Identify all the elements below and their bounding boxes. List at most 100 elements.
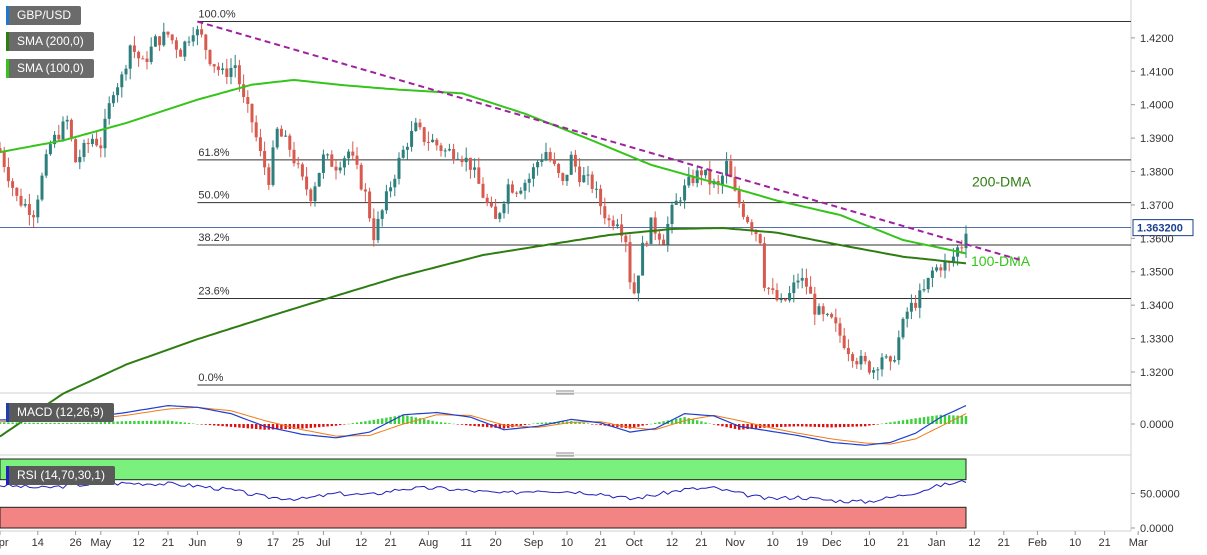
legend-sma-200-swatch bbox=[6, 32, 9, 51]
candle-body bbox=[103, 118, 107, 149]
macd-histogram-bar bbox=[704, 422, 707, 424]
macd-histogram-bar bbox=[259, 424, 262, 430]
date-tick-label: 11 bbox=[460, 537, 471, 549]
macd-histogram-bar bbox=[427, 419, 430, 424]
macd-histogram-bar bbox=[906, 419, 909, 424]
candle-body bbox=[19, 195, 23, 206]
candle-body bbox=[506, 184, 510, 204]
macd-histogram-bar bbox=[271, 424, 275, 430]
macd-histogram-bar bbox=[893, 421, 896, 424]
macd-histogram-bar bbox=[246, 424, 249, 429]
candle-body bbox=[582, 175, 586, 183]
candle-body bbox=[846, 347, 850, 355]
macd-histogram-bar bbox=[843, 424, 846, 428]
candle-body bbox=[15, 187, 19, 196]
date-tick-label: 25 bbox=[292, 537, 304, 549]
candle-body bbox=[153, 36, 157, 47]
macd-histogram-bar bbox=[330, 424, 333, 427]
macd-histogram-bar bbox=[200, 424, 203, 425]
macd-histogram-bar bbox=[95, 422, 98, 424]
macd-histogram-bar bbox=[183, 422, 186, 424]
macd-histogram-bar bbox=[364, 421, 367, 424]
macd-histogram-bar bbox=[276, 424, 279, 430]
macd-histogram-bar bbox=[465, 424, 468, 426]
macd-histogram-bar bbox=[880, 423, 884, 425]
macd-histogram-bar bbox=[641, 424, 644, 426]
candle-body bbox=[170, 34, 174, 41]
candle-body bbox=[351, 151, 355, 156]
legend-rsi-swatch bbox=[6, 466, 9, 485]
date-tick-label: Apr bbox=[0, 537, 9, 549]
macd-histogram-bar bbox=[116, 421, 119, 424]
candle-body bbox=[2, 151, 6, 168]
candle-body bbox=[275, 128, 279, 148]
legend-symbol[interactable]: GBP/USD bbox=[6, 6, 82, 25]
macd-histogram-bar bbox=[137, 420, 140, 424]
candle-body bbox=[40, 175, 44, 200]
candle-body bbox=[573, 154, 577, 167]
macd-histogram-bar bbox=[712, 424, 716, 425]
candle-body bbox=[267, 167, 271, 185]
date-tick-label: 26 bbox=[69, 537, 81, 549]
macd-histogram-bar bbox=[864, 424, 867, 427]
legend-sma-200[interactable]: SMA (200,0) bbox=[6, 32, 94, 51]
legend-macd[interactable]: MACD (12,26,9) bbox=[6, 403, 114, 422]
date-tick-label: Dec bbox=[822, 537, 842, 549]
candle-body bbox=[78, 156, 82, 163]
macd-histogram-bar bbox=[7, 422, 10, 424]
macd-histogram-bar bbox=[582, 422, 585, 424]
macd-histogram-bar bbox=[910, 418, 913, 424]
candle-body bbox=[242, 84, 246, 98]
candle-body bbox=[69, 119, 73, 140]
candle-body bbox=[48, 144, 52, 155]
candle-body bbox=[393, 178, 397, 188]
macd-histogram-bar bbox=[784, 424, 787, 427]
macd-histogram-bar bbox=[393, 416, 396, 424]
macd-histogram-bar bbox=[486, 424, 489, 428]
legend-rsi[interactable]: RSI (14,70,30,1) bbox=[6, 466, 116, 485]
date-tick-label: 10 bbox=[863, 537, 875, 549]
candle-body bbox=[326, 154, 330, 156]
date-tick-label: 12 bbox=[355, 537, 367, 549]
macd-histogram-bar bbox=[53, 422, 56, 424]
macd-histogram-bar bbox=[402, 414, 405, 424]
candle-body bbox=[733, 177, 737, 191]
macd-histogram-bar bbox=[574, 421, 577, 424]
candle-body bbox=[317, 172, 321, 187]
macd-histogram-bar bbox=[586, 423, 590, 424]
date-tick-label: 21 bbox=[594, 537, 606, 549]
candle-body bbox=[86, 142, 90, 145]
macd-histogram-bar bbox=[32, 422, 35, 424]
candle-body bbox=[431, 139, 435, 143]
candle-body bbox=[99, 145, 103, 149]
macd-histogram-bar bbox=[318, 424, 321, 428]
macd-histogram-bar bbox=[813, 424, 816, 427]
macd-histogram-bar bbox=[360, 421, 363, 424]
macd-histogram-bar bbox=[889, 422, 892, 424]
candle-body bbox=[485, 197, 489, 203]
macd-histogram-bar bbox=[481, 424, 485, 427]
candle-body bbox=[279, 128, 283, 137]
macd-histogram-bar bbox=[225, 424, 228, 427]
fib-level-label: 23.6% bbox=[198, 285, 229, 297]
candle-body bbox=[779, 298, 783, 301]
macd-histogram-bar bbox=[242, 424, 245, 428]
macd-histogram-bar bbox=[759, 424, 762, 429]
candle-body bbox=[183, 41, 187, 57]
candle-body bbox=[813, 293, 817, 315]
macd-histogram-bar bbox=[691, 419, 695, 424]
candle-body bbox=[783, 298, 787, 301]
axes-layer: 1.4200 1.4100 1.4000 1.3900 1.3800 1.3700 1.36… bbox=[0, 33, 1174, 549]
macd-histogram-bar bbox=[385, 417, 388, 424]
rsi-panel: 50.0000 0.0000 bbox=[0, 458, 1180, 535]
macd-histogram-bar bbox=[532, 423, 535, 425]
macd-signal-line bbox=[0, 406, 967, 445]
macd-histogram-bar bbox=[519, 424, 522, 426]
macd-histogram-bar bbox=[448, 423, 451, 424]
macd-histogram-bar bbox=[544, 422, 548, 424]
macd-histogram-bar bbox=[649, 423, 653, 425]
candle-body bbox=[498, 213, 502, 219]
candle-body bbox=[641, 242, 645, 276]
legend-sma-100[interactable]: SMA (100,0) bbox=[6, 59, 94, 78]
macd-histogram-bar bbox=[494, 424, 497, 428]
